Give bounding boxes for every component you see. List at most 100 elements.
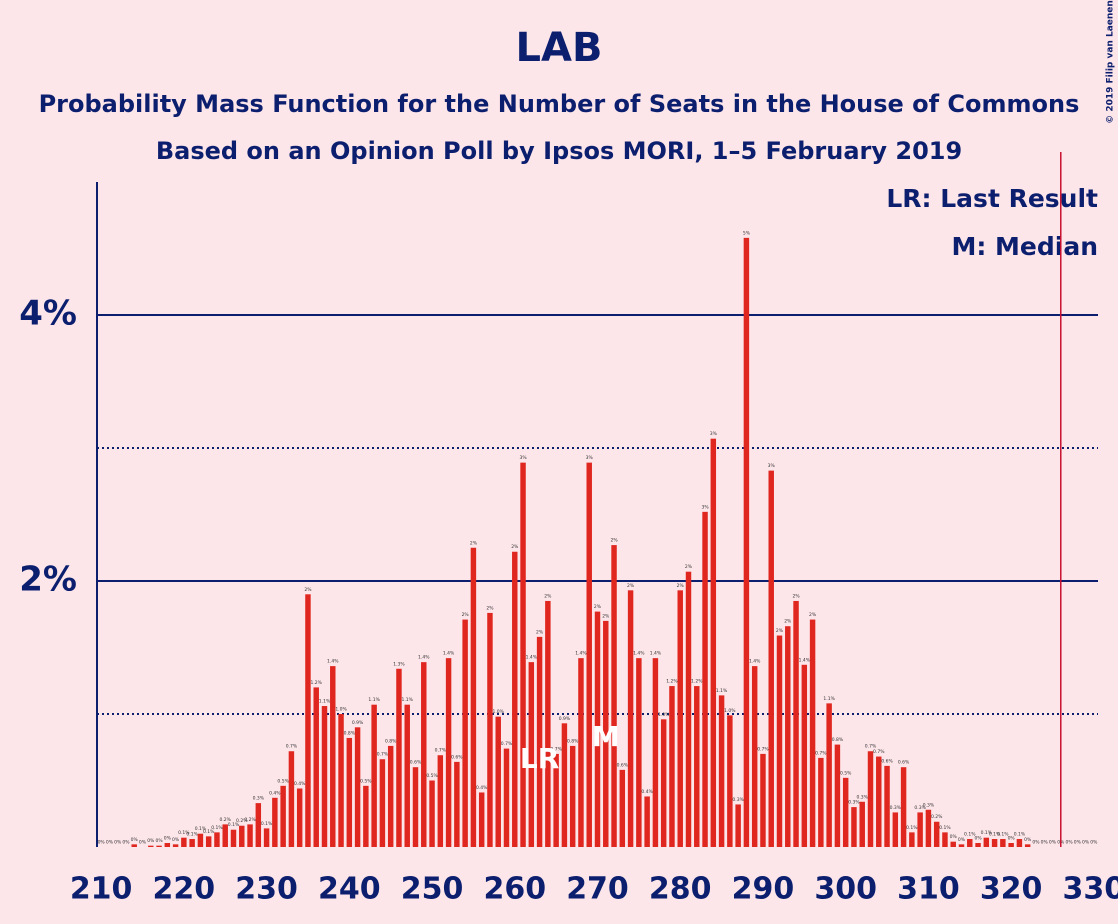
value-label: 0.5%	[840, 770, 852, 776]
value-label: 0.8%	[832, 737, 844, 743]
bar	[222, 824, 228, 847]
bar	[429, 780, 435, 847]
value-label: 2%	[544, 593, 552, 599]
value-label: 0%	[1074, 840, 1082, 846]
value-label: 0%	[1041, 840, 1049, 846]
value-label: 0%	[147, 838, 155, 844]
value-label: 1.3%	[393, 661, 405, 667]
value-label: 2%	[784, 619, 792, 625]
bar	[603, 620, 609, 847]
bar	[718, 695, 725, 847]
bar	[520, 462, 526, 847]
bar	[809, 619, 816, 847]
bar	[652, 658, 659, 847]
value-label: 0.1%	[989, 832, 1001, 838]
value-label: 0.6%	[451, 754, 463, 760]
value-label: 0.7%	[501, 741, 513, 747]
bar	[685, 571, 692, 847]
bar	[396, 668, 402, 847]
bar	[363, 785, 369, 847]
bar	[884, 765, 890, 847]
value-label: 2%	[610, 538, 618, 544]
value-label: 0%	[98, 840, 106, 846]
value-label: 3%	[768, 463, 776, 469]
value-label: 0%	[114, 840, 122, 846]
bar	[189, 839, 195, 847]
value-label: 0.8%	[567, 738, 579, 744]
value-label: 0.9%	[352, 720, 364, 726]
value-label: 0.2%	[220, 817, 232, 823]
bar	[1024, 844, 1031, 847]
value-label: 0%	[122, 840, 130, 846]
value-label: 0.1%	[964, 832, 976, 838]
value-label: 0.1%	[195, 826, 207, 832]
bar	[586, 462, 592, 847]
value-label: 0.1%	[997, 832, 1009, 838]
value-label: 3%	[701, 504, 709, 510]
value-label: 1.1%	[368, 697, 380, 703]
bar	[768, 470, 774, 847]
bar	[801, 664, 808, 847]
bar	[305, 594, 311, 847]
value-label: 0.7%	[757, 746, 769, 752]
value-label: 1.2%	[666, 679, 678, 685]
bar	[834, 744, 841, 847]
value-label: 0.5%	[277, 778, 289, 784]
value-label: 2%	[462, 612, 470, 618]
value-label: 0.1%	[981, 830, 993, 836]
last-result-marker: LR	[520, 742, 559, 775]
bar	[478, 792, 485, 847]
bar	[545, 600, 551, 847]
bar	[379, 759, 386, 847]
value-label: 2%	[792, 593, 800, 599]
value-label: 0%	[131, 837, 139, 843]
bar	[164, 843, 171, 847]
value-label: 0.7%	[865, 744, 877, 750]
bar	[437, 755, 444, 847]
value-label: 0%	[1065, 840, 1073, 846]
value-label: 0%	[1082, 840, 1090, 846]
value-label: 0.3%	[914, 805, 926, 811]
value-label: 5%	[743, 230, 751, 236]
bar	[710, 438, 717, 847]
bar	[330, 666, 336, 847]
value-label: 1.4%	[575, 651, 587, 657]
x-tick-label: 240	[318, 872, 381, 907]
bar	[371, 704, 377, 847]
value-label: 3%	[710, 431, 718, 437]
bar	[933, 821, 940, 847]
value-label: 0%	[974, 836, 982, 842]
value-label: 0.1%	[203, 829, 215, 835]
value-label: 0.1%	[178, 830, 190, 836]
value-label: 0%	[106, 840, 114, 846]
bar	[958, 844, 965, 847]
value-label: 0%	[1032, 840, 1040, 846]
y-tick-label: 4%	[19, 294, 77, 334]
bar	[867, 751, 874, 847]
value-label: 2%	[776, 628, 784, 634]
bar	[735, 804, 741, 847]
value-label: 1.0%	[658, 712, 670, 718]
bar	[272, 797, 278, 847]
bar	[751, 666, 758, 847]
bar	[412, 767, 419, 847]
bar	[909, 832, 915, 847]
value-label: 0.6%	[881, 758, 893, 764]
bar	[131, 844, 137, 847]
bar	[776, 635, 783, 847]
x-tick-label: 310	[897, 872, 960, 907]
value-label: 2%	[627, 583, 635, 589]
x-tick-label: 210	[70, 872, 133, 907]
bar	[503, 748, 510, 847]
bar	[528, 662, 535, 847]
value-label: 1.4%	[327, 659, 339, 665]
value-label: 1.0%	[335, 707, 347, 713]
bar	[1000, 839, 1006, 847]
bar	[239, 825, 245, 847]
bar	[313, 687, 319, 847]
bar	[743, 237, 750, 848]
x-tick-label: 280	[649, 872, 712, 907]
chart-subtitle: Probability Mass Function for the Number…	[39, 90, 1080, 118]
bar	[851, 807, 857, 847]
